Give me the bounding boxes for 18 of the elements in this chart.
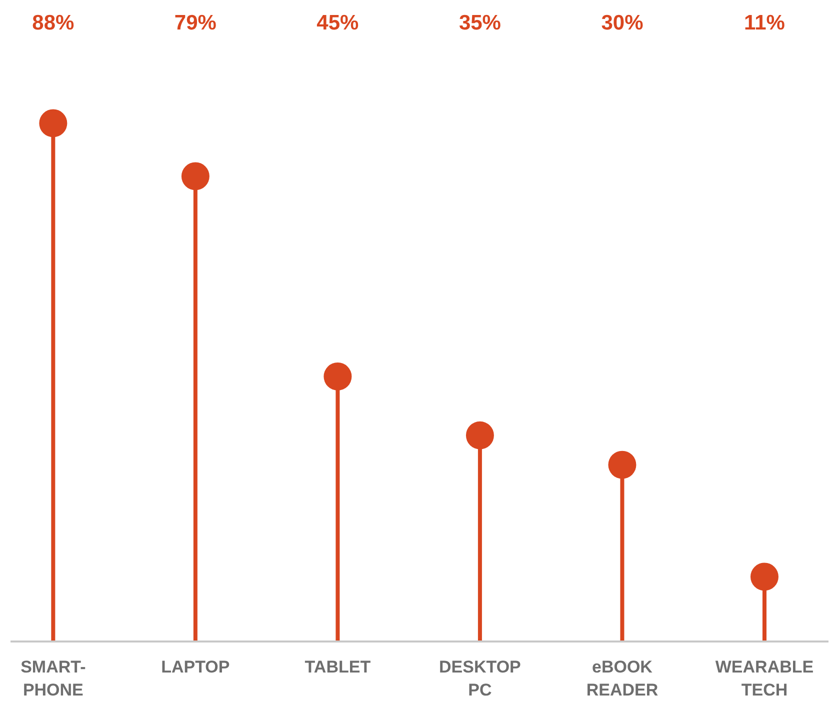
point <box>750 562 778 591</box>
point <box>39 109 68 138</box>
x-tick-label: SMART- PHONE <box>20 658 86 700</box>
point <box>466 421 494 450</box>
x-tick-label: TABLET <box>304 658 372 676</box>
x-tick-label: DESKTOP PC <box>439 658 521 700</box>
data-label: 45% <box>316 12 360 34</box>
x-tick-label: LAPTOP <box>161 658 230 676</box>
data-label: 11% <box>744 12 786 34</box>
x-tick-label: WEARABLE TECH <box>715 658 814 700</box>
data-label: 35% <box>458 12 502 34</box>
point <box>608 450 636 479</box>
data-label: 79% <box>174 12 217 34</box>
point <box>324 362 352 390</box>
point <box>181 162 210 190</box>
data-label: 30% <box>601 12 644 34</box>
x-tick-label: eBOOK READER <box>586 658 658 700</box>
data-label: 88% <box>32 12 75 34</box>
